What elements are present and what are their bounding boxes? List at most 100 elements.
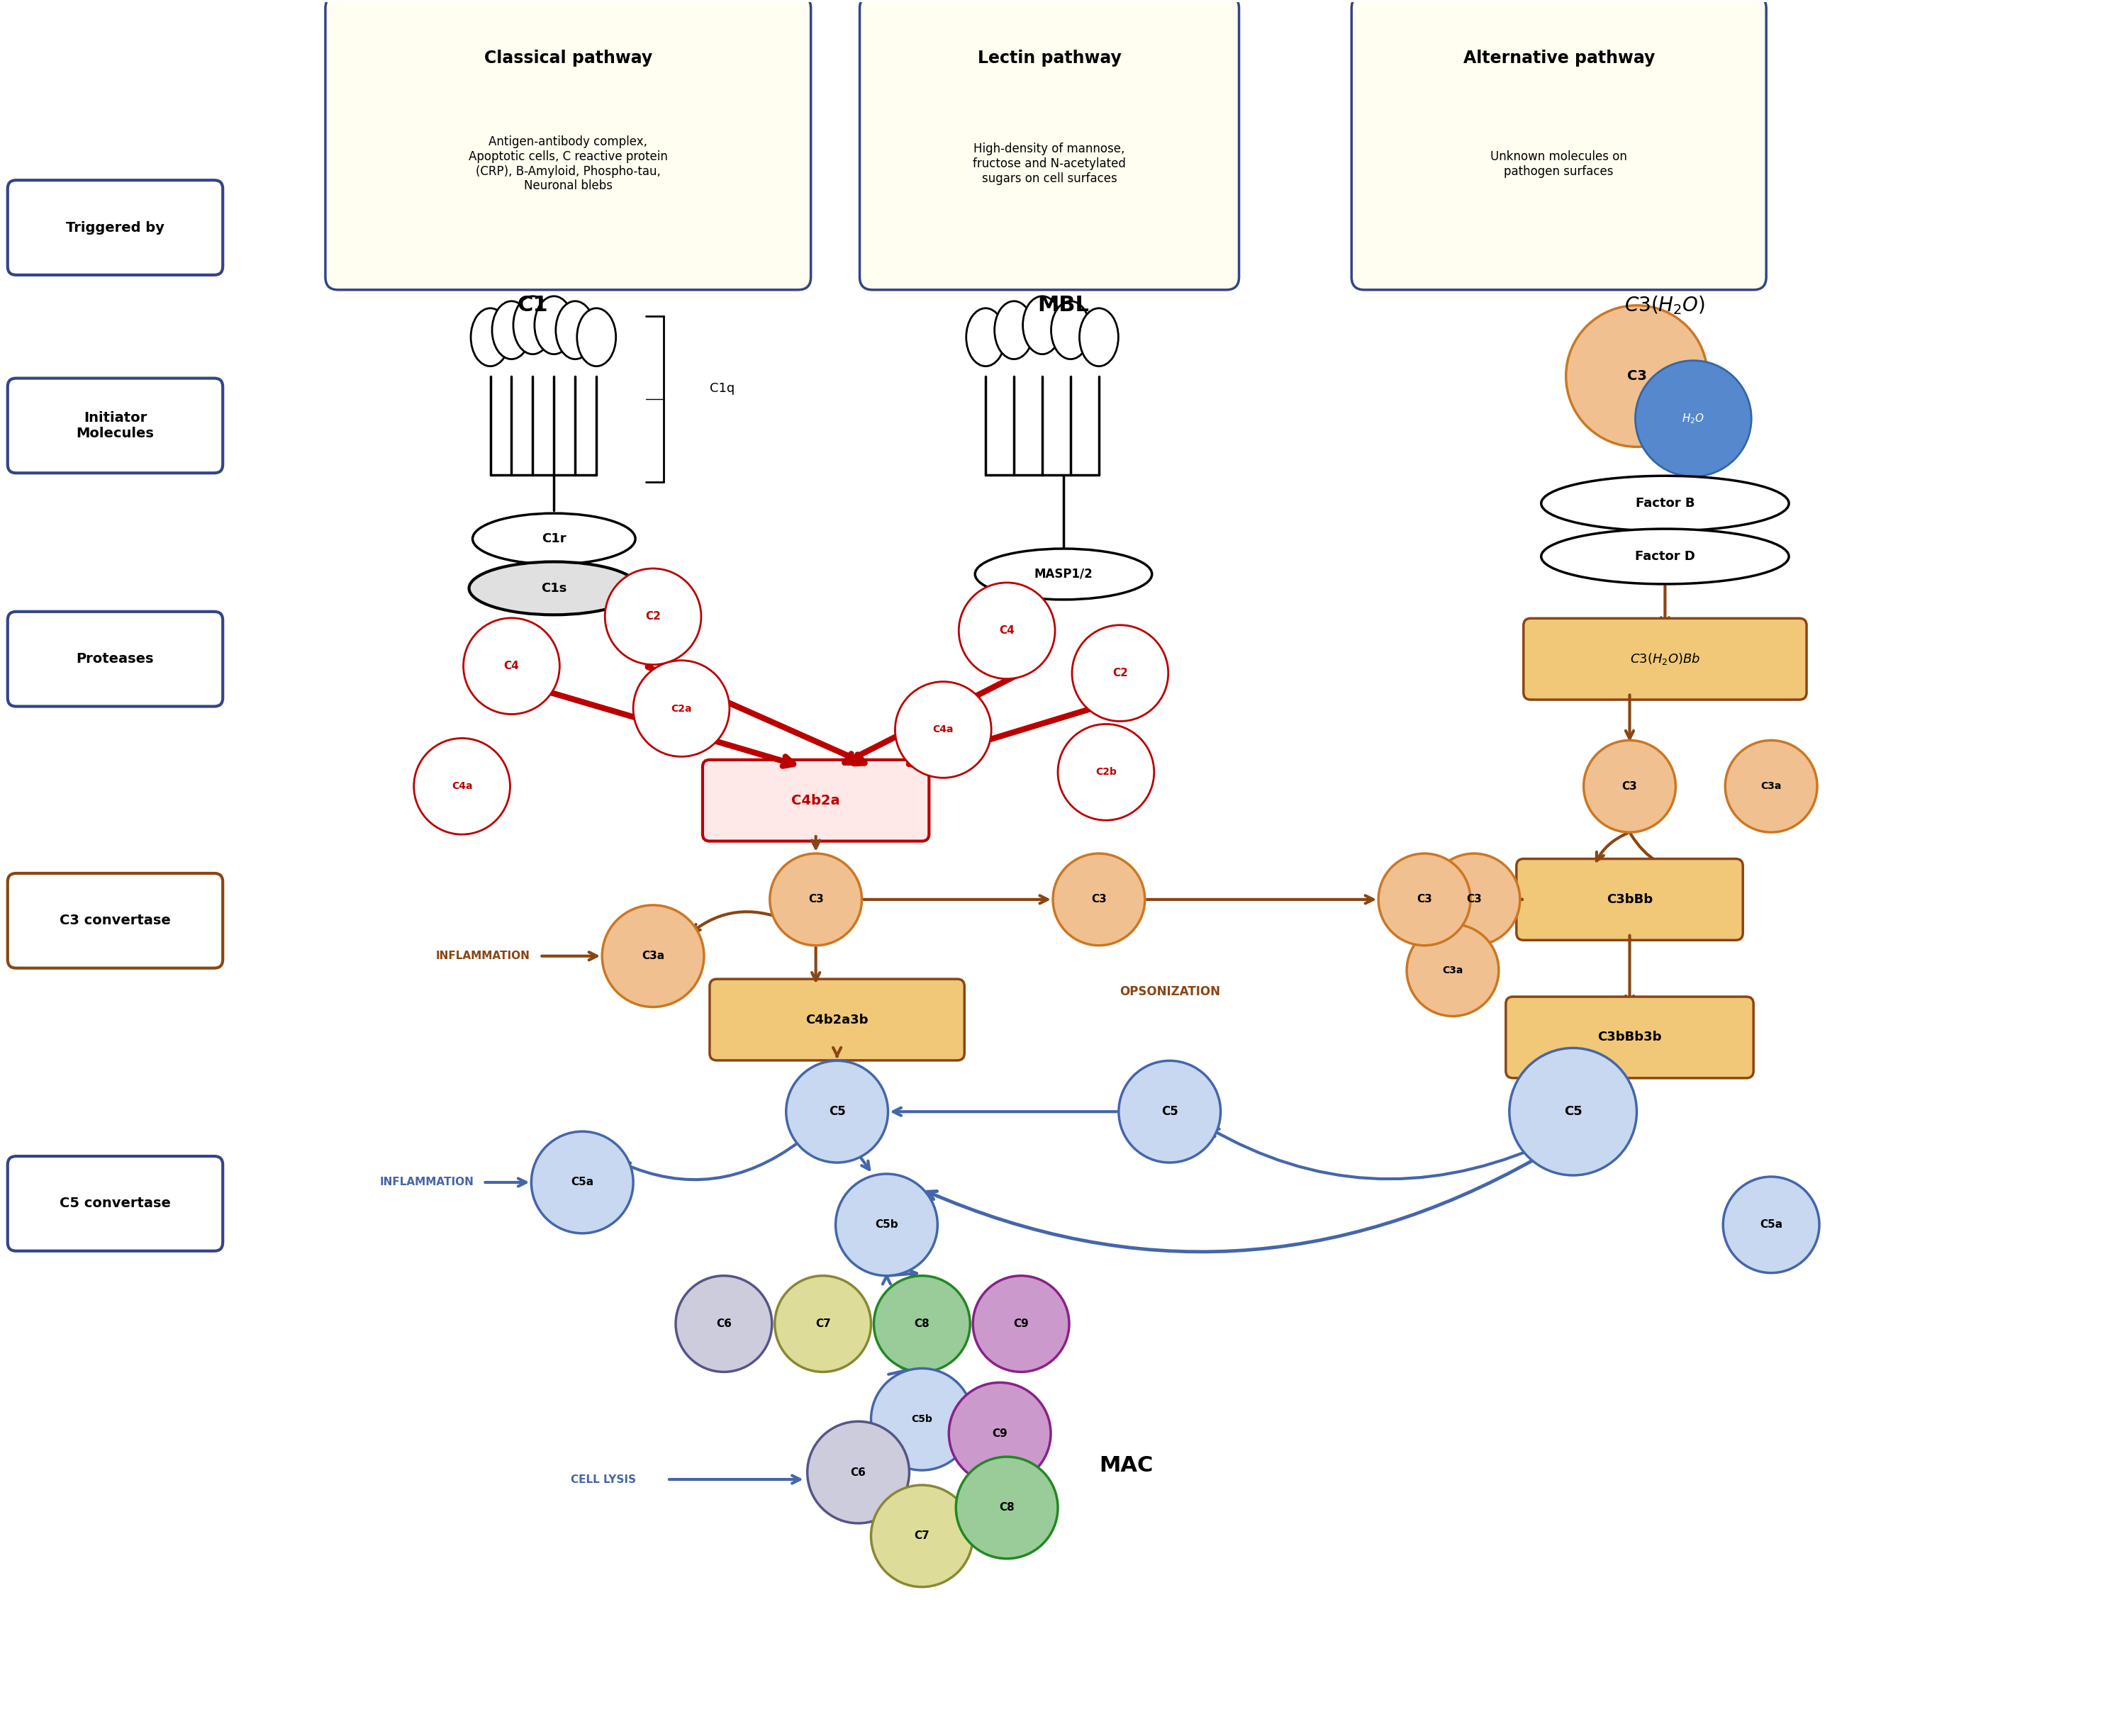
Text: C5a: C5a <box>1759 1219 1782 1231</box>
Text: C3 convertase: C3 convertase <box>60 913 170 927</box>
Circle shape <box>1565 306 1708 446</box>
Circle shape <box>949 1382 1051 1484</box>
Circle shape <box>872 1368 972 1470</box>
Text: C4: C4 <box>1000 625 1015 635</box>
Text: Factor B: Factor B <box>1636 496 1695 510</box>
Text: C1q: C1q <box>710 382 734 394</box>
Text: Unknown molecules on
pathogen surfaces: Unknown molecules on pathogen surfaces <box>1491 151 1627 177</box>
Text: MASP1/2: MASP1/2 <box>1034 568 1093 580</box>
Text: MAC: MAC <box>1100 1455 1153 1476</box>
Text: C6: C6 <box>851 1467 866 1477</box>
Circle shape <box>676 1276 772 1371</box>
FancyBboxPatch shape <box>9 611 223 707</box>
Circle shape <box>895 682 991 778</box>
Circle shape <box>464 618 559 713</box>
Text: C8: C8 <box>915 1319 929 1330</box>
Circle shape <box>872 1484 972 1587</box>
Circle shape <box>415 738 510 835</box>
Text: C3a: C3a <box>642 951 664 962</box>
Text: C3: C3 <box>1466 894 1483 904</box>
Circle shape <box>1510 1049 1638 1175</box>
Circle shape <box>602 904 704 1007</box>
Text: High-density of mannose,
fructose and N-acetylated
sugars on cell surfaces: High-density of mannose, fructose and N-… <box>972 142 1125 186</box>
Circle shape <box>1057 724 1155 821</box>
FancyBboxPatch shape <box>9 873 223 969</box>
Text: C9: C9 <box>1012 1319 1029 1330</box>
Text: C3a: C3a <box>1442 965 1463 976</box>
FancyBboxPatch shape <box>859 0 1240 290</box>
Text: C3bBb3b: C3bBb3b <box>1597 1031 1661 1043</box>
Circle shape <box>1406 924 1500 1016</box>
FancyBboxPatch shape <box>1517 859 1742 941</box>
Text: $C3(H_2O)Bb$: $C3(H_2O)Bb$ <box>1629 651 1699 667</box>
Ellipse shape <box>555 300 596 359</box>
Text: C5: C5 <box>1563 1106 1582 1118</box>
Ellipse shape <box>1078 309 1119 366</box>
Text: CELL LYSIS: CELL LYSIS <box>570 1474 636 1484</box>
Ellipse shape <box>470 309 510 366</box>
Circle shape <box>1427 854 1521 946</box>
Ellipse shape <box>472 514 636 564</box>
Text: C6: C6 <box>717 1319 732 1330</box>
Ellipse shape <box>995 300 1034 359</box>
Text: C3a: C3a <box>1761 781 1782 792</box>
Text: Alternative pathway: Alternative pathway <box>1463 49 1655 66</box>
Text: $C3(H_2O)$: $C3(H_2O)$ <box>1625 295 1706 316</box>
Circle shape <box>1585 740 1676 832</box>
Circle shape <box>532 1132 634 1233</box>
Text: C4b2a3b: C4b2a3b <box>806 1014 868 1026</box>
FancyBboxPatch shape <box>325 0 810 290</box>
FancyBboxPatch shape <box>1506 996 1753 1078</box>
FancyBboxPatch shape <box>9 1156 223 1252</box>
Ellipse shape <box>1542 476 1789 531</box>
Text: C4: C4 <box>504 661 519 672</box>
Ellipse shape <box>491 300 532 359</box>
Circle shape <box>1119 1061 1221 1163</box>
Text: C5a: C5a <box>570 1177 593 1187</box>
Text: C1r: C1r <box>542 533 566 545</box>
Circle shape <box>836 1174 938 1276</box>
Text: Lectin pathway: Lectin pathway <box>978 49 1121 66</box>
Text: C7: C7 <box>915 1531 929 1542</box>
Circle shape <box>1636 361 1751 477</box>
Text: C3: C3 <box>808 894 823 904</box>
Text: C5: C5 <box>830 1106 844 1118</box>
Text: Triggered by: Triggered by <box>66 220 164 234</box>
Circle shape <box>1072 625 1168 720</box>
Ellipse shape <box>470 562 638 615</box>
Text: C3: C3 <box>1623 781 1638 792</box>
Text: C4a: C4a <box>934 724 953 734</box>
Text: C2b: C2b <box>1095 767 1117 778</box>
FancyBboxPatch shape <box>9 181 223 274</box>
Ellipse shape <box>966 309 1006 366</box>
Circle shape <box>1725 740 1816 832</box>
Text: C2: C2 <box>1112 668 1127 679</box>
Text: Initiator
Molecules: Initiator Molecules <box>77 411 153 441</box>
Text: C2a: C2a <box>670 703 691 713</box>
Text: Antigen-antibody complex,
Apoptotic cells, C reactive protein
(CRP), B-Amyloid, : Antigen-antibody complex, Apoptotic cell… <box>468 135 668 193</box>
Ellipse shape <box>1051 300 1089 359</box>
Text: C9: C9 <box>991 1429 1008 1439</box>
FancyBboxPatch shape <box>1523 618 1806 700</box>
Text: $H_2O$: $H_2O$ <box>1682 411 1704 425</box>
Text: C1: C1 <box>517 295 549 316</box>
Circle shape <box>604 568 702 665</box>
Text: C8: C8 <box>1000 1502 1015 1514</box>
FancyBboxPatch shape <box>702 760 929 842</box>
Text: Classical pathway: Classical pathway <box>485 49 653 66</box>
Circle shape <box>959 583 1055 679</box>
Circle shape <box>874 1276 970 1371</box>
Text: C7: C7 <box>815 1319 832 1330</box>
FancyBboxPatch shape <box>710 979 964 1061</box>
Ellipse shape <box>534 297 574 354</box>
Text: Proteases: Proteases <box>77 653 153 665</box>
Text: OPSONIZATION: OPSONIZATION <box>1119 984 1221 998</box>
Ellipse shape <box>1023 297 1061 354</box>
Circle shape <box>1723 1177 1819 1272</box>
Circle shape <box>972 1276 1070 1371</box>
Text: C4b2a: C4b2a <box>791 793 840 807</box>
Circle shape <box>770 854 861 946</box>
Circle shape <box>787 1061 887 1163</box>
Circle shape <box>1053 854 1144 946</box>
Text: C3bBb: C3bBb <box>1606 892 1653 906</box>
